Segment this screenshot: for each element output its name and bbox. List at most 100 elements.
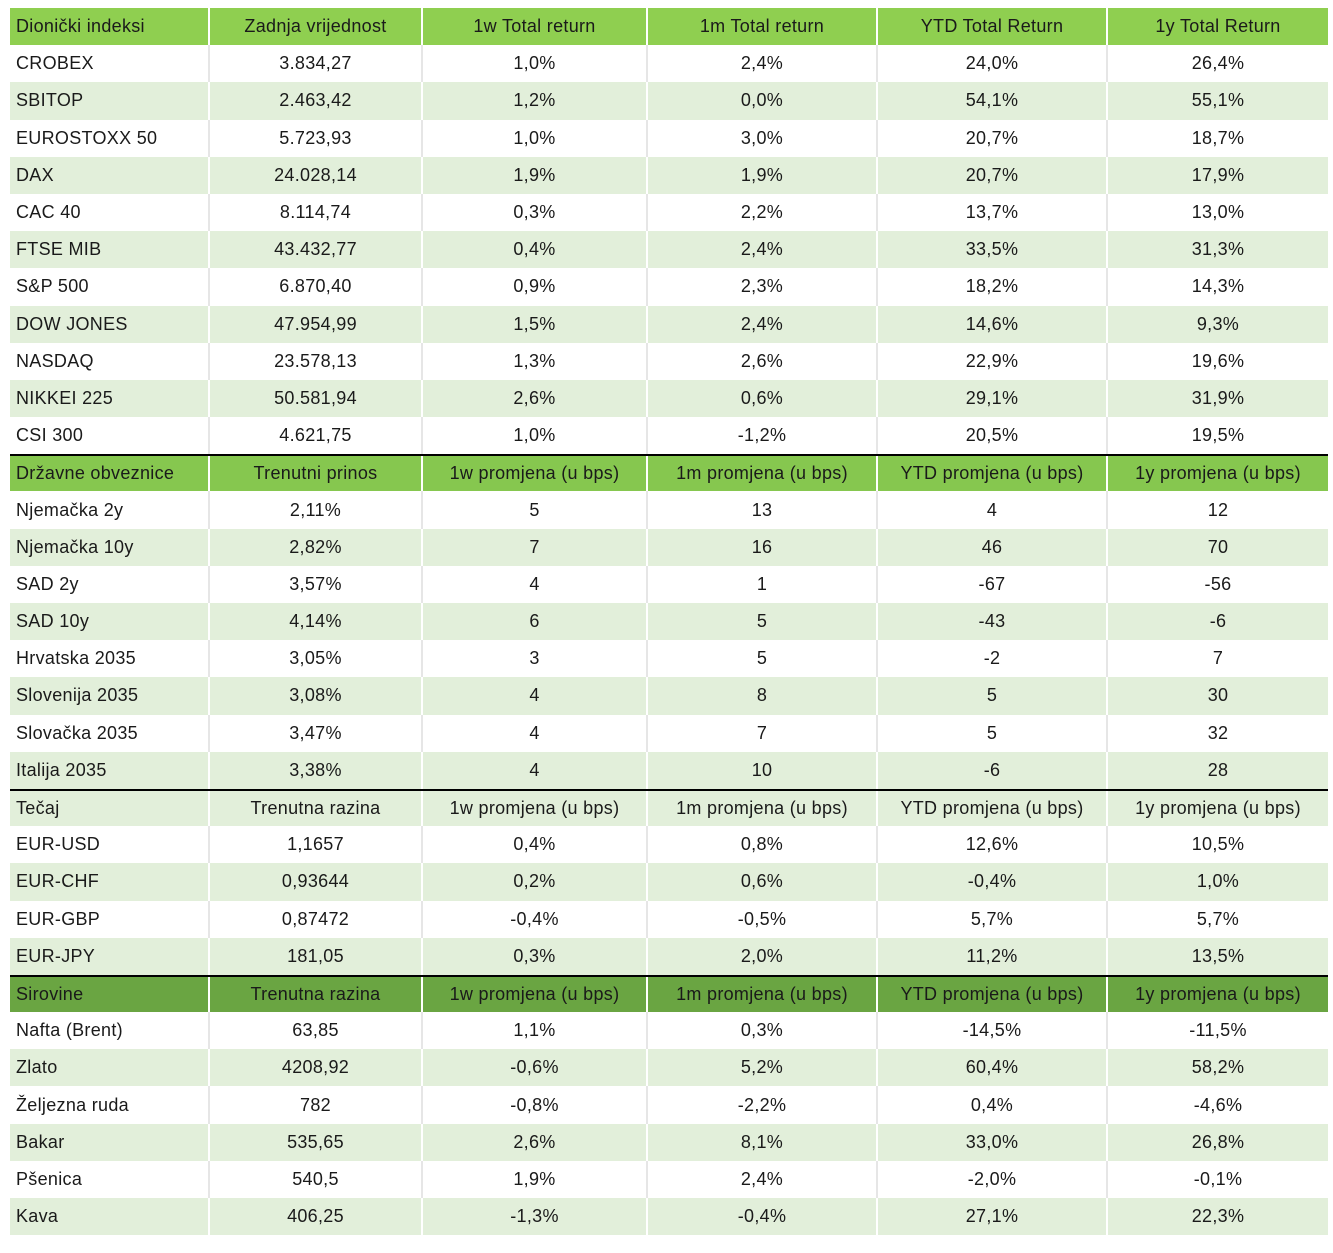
table-cell: -2,0% bbox=[878, 1160, 1108, 1198]
table-cell: Pšenica bbox=[10, 1160, 210, 1198]
table-cell: CSI 300 bbox=[10, 417, 210, 455]
market-table: Dionički indeksi Zadnja vrijednost 1w Tota… bbox=[10, 8, 1328, 1236]
table-cell: -0,1% bbox=[1193, 1168, 1243, 1189]
header-cell: Tečaj bbox=[10, 790, 210, 827]
table-cell: 18,7% bbox=[1191, 127, 1245, 148]
table-cell: Njemačka 2y bbox=[10, 491, 210, 529]
table-cell: 19,5% bbox=[1191, 425, 1245, 446]
table-cell: 4.621,75 bbox=[210, 417, 423, 455]
table-cell: 8.114,74 bbox=[210, 193, 423, 232]
table-cell: -0,4% bbox=[878, 863, 1108, 901]
table-cell: 24.028,14 bbox=[210, 156, 423, 194]
table-cell: 2,6% bbox=[423, 1123, 648, 1161]
table-cell: CAC 40 bbox=[10, 193, 210, 232]
table-cell: -0,6% bbox=[423, 1049, 648, 1087]
table-cell: 4208,92 bbox=[210, 1049, 423, 1087]
table-cell: 2,2% bbox=[648, 193, 878, 232]
table-cell: 20,5% bbox=[878, 417, 1108, 455]
table-cell: 2,6% bbox=[648, 342, 878, 380]
table-cell: 5,2% bbox=[648, 1049, 878, 1087]
table-cell: 4,14% bbox=[210, 603, 423, 641]
table-cell: 0,9% bbox=[423, 268, 648, 306]
table-cell: -1,2% bbox=[648, 417, 878, 455]
table-cell: Njemačka 10y bbox=[10, 528, 210, 566]
header-cell: Trenutna razina bbox=[210, 976, 423, 1013]
table-cell: 1,3% bbox=[423, 342, 648, 380]
table-cell: -0,4% bbox=[423, 900, 648, 938]
table-cell: -2 bbox=[878, 640, 1108, 678]
table-cell: Bakar bbox=[10, 1123, 210, 1161]
table-cell: 20,7% bbox=[878, 156, 1108, 194]
table-cell: 3,08% bbox=[210, 677, 423, 715]
table-cell: 22,9% bbox=[878, 342, 1108, 380]
table-cell: SBITOP bbox=[10, 82, 210, 120]
table-cell: Italija 2035 bbox=[10, 751, 210, 789]
table-cell: 70 bbox=[1207, 536, 1229, 557]
table-row: Zlato 4208,92 -0,6% 5,2% 60,4% 58,2% bbox=[10, 1049, 1328, 1087]
table-cell: 13,5% bbox=[1191, 945, 1245, 966]
table-cell: 19,6% bbox=[1191, 350, 1245, 371]
table-cell: 2,4% bbox=[648, 45, 878, 83]
table-cell: 22,3% bbox=[1191, 1206, 1245, 1227]
table-cell: 8,1% bbox=[648, 1123, 878, 1161]
header-cell: Trenutna razina bbox=[210, 790, 423, 827]
table-row: Slovačka 2035 3,47% 4 7 5 32 bbox=[10, 714, 1328, 752]
table-cell: EUR-JPY bbox=[10, 937, 210, 975]
header-cell: 1y promjena (u bps) bbox=[1135, 983, 1301, 1004]
table-cell: 3 bbox=[423, 640, 648, 678]
table-row: EUROSTOXX 50 5.723,93 1,0% 3,0% 20,7% 18,7% bbox=[10, 119, 1328, 157]
header-cell: 1y Total Return bbox=[1155, 16, 1281, 37]
table-cell: EUROSTOXX 50 bbox=[10, 119, 210, 157]
table-row: CSI 300 4.621,75 1,0% -1,2% 20,5% 19,5% bbox=[10, 417, 1328, 455]
table-cell: 31,3% bbox=[1191, 239, 1245, 260]
table-cell: 782 bbox=[210, 1086, 423, 1124]
header-cell: 1y promjena (u bps) bbox=[1135, 463, 1301, 484]
table-cell: 17,9% bbox=[1191, 164, 1245, 185]
table-row: CAC 40 8.114,74 0,3% 2,2% 13,7% 13,0% bbox=[10, 193, 1328, 232]
table-cell: 30 bbox=[1207, 685, 1229, 706]
table-cell: CROBEX bbox=[10, 45, 210, 83]
table-cell: 1,0% bbox=[423, 119, 648, 157]
section-header: Sirovine Trenutna razina 1w promjena (u bp… bbox=[10, 974, 1328, 1013]
table-cell: 0,2% bbox=[423, 863, 648, 901]
table-cell: -2,2% bbox=[648, 1086, 878, 1124]
table-cell: SAD 2y bbox=[10, 565, 210, 603]
table-cell: EUR-USD bbox=[10, 826, 210, 864]
table-cell: Hrvatska 2035 bbox=[10, 640, 210, 678]
table-cell: 2,6% bbox=[423, 379, 648, 418]
table-cell: 535,65 bbox=[210, 1123, 423, 1161]
table-row: Njemačka 10y 2,82% 7 16 46 70 bbox=[10, 528, 1328, 566]
table-cell: 0,4% bbox=[423, 826, 648, 864]
table-cell: 5 bbox=[878, 677, 1108, 715]
table-cell: 13 bbox=[648, 491, 878, 529]
header-cell: 1m promjena (u bps) bbox=[648, 790, 878, 827]
table-cell: 1,1% bbox=[423, 1012, 648, 1050]
table-cell: -43 bbox=[878, 603, 1108, 641]
table-cell: 54,1% bbox=[878, 82, 1108, 120]
table-row: EUR-CHF 0,93644 0,2% 0,6% -0,4% 1,0% bbox=[10, 863, 1328, 901]
table-cell: 13,0% bbox=[1191, 202, 1245, 223]
header-cell: YTD promjena (u bps) bbox=[878, 976, 1108, 1013]
table-cell: SAD 10y bbox=[10, 603, 210, 641]
table-cell: 2,11% bbox=[210, 491, 423, 529]
table-cell: 1,1657 bbox=[210, 826, 423, 864]
table-cell: -1,3% bbox=[423, 1198, 648, 1236]
table-cell: 9,3% bbox=[1196, 313, 1240, 334]
table-cell: -0,4% bbox=[648, 1198, 878, 1236]
table-cell: Slovenija 2035 bbox=[10, 677, 210, 715]
table-cell: 2,82% bbox=[210, 528, 423, 566]
table-cell: 8 bbox=[648, 677, 878, 715]
table-cell: -4,6% bbox=[1193, 1094, 1243, 1115]
table-cell: 46 bbox=[878, 528, 1108, 566]
table-row: DAX 24.028,14 1,9% 1,9% 20,7% 17,9% bbox=[10, 156, 1328, 194]
table-cell: 4 bbox=[423, 677, 648, 715]
table-row: NIKKEI 225 50.581,94 2,6% 0,6% 29,1% 31,9% bbox=[10, 379, 1328, 418]
table-cell: 0,3% bbox=[423, 937, 648, 975]
table-cell: 0,4% bbox=[878, 1086, 1108, 1124]
table-cell: 58,2% bbox=[1191, 1057, 1245, 1078]
table-cell: 32 bbox=[1207, 722, 1229, 743]
table-cell: 0,6% bbox=[648, 379, 878, 418]
header-cell: 1m promjena (u bps) bbox=[648, 456, 878, 492]
table-cell: 406,25 bbox=[210, 1198, 423, 1236]
table-cell: 181,05 bbox=[210, 937, 423, 975]
